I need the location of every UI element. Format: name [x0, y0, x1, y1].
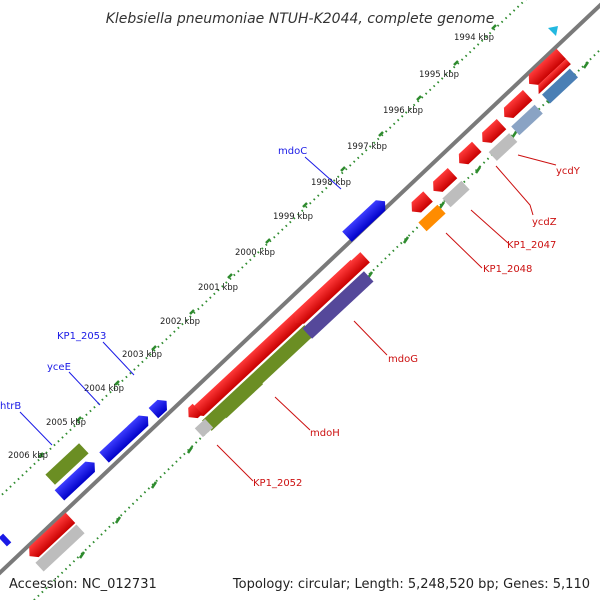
cds-steel-ycdY[interactable] [542, 68, 578, 104]
gene-mdoC[interactable] [342, 196, 390, 242]
gene-red-c[interactable] [454, 141, 482, 169]
gene-label-KP1_2048[interactable]: KP1_2048 [483, 264, 532, 275]
scale-label: 2005 kbp [46, 418, 86, 428]
scale-label: 1998 kbp [311, 178, 351, 188]
gene-label-htrB[interactable]: htrB [0, 401, 21, 412]
gene-label-ycdZ[interactable]: ycdZ [532, 217, 557, 228]
scale-label: 2002 kbp [160, 317, 200, 327]
gene-label-yceE[interactable]: yceE [47, 362, 71, 373]
scale-label: 1999 kbp [273, 212, 313, 222]
forward-leader-lines [19, 156, 342, 446]
cds-green-small[interactable] [45, 443, 89, 485]
map-title: Klebsiella pneumoniae NTUH-K2044, comple… [106, 11, 495, 27]
gene-red-small[interactable] [184, 403, 203, 422]
scale-label: 2000 kbp [235, 248, 275, 258]
genome-summary-text: Topology: circular; Length: 5,248,520 bp… [232, 577, 590, 592]
cds-gray-a[interactable] [488, 133, 518, 161]
scale-label: 2003 kbp [122, 350, 162, 360]
gene-label-KP1_2047[interactable]: KP1_2047 [507, 240, 556, 251]
inner-dotted-track [32, 48, 600, 600]
cds-gray-bottom[interactable] [35, 524, 85, 572]
outer-track-ticks [38, 24, 497, 458]
gene-label-mdoC[interactable]: mdoC [278, 146, 307, 157]
scale-label: 2004 kbp [84, 384, 124, 394]
cds-gray-b[interactable] [442, 180, 470, 208]
gene-red-e[interactable] [407, 191, 433, 216]
reverse-leader-lines [216, 154, 557, 482]
gene-htrB[interactable] [54, 458, 100, 501]
cyan-marker-icon [548, 26, 558, 36]
scale-labels: 1994 kbp 1995 kbp 1996 kbp 1997 kbp 1998… [8, 33, 494, 461]
gene-label-KP1_2053[interactable]: KP1_2053 [57, 331, 106, 342]
accession-text: Accession: NC_012731 [9, 577, 157, 592]
scale-label: 2001 kbp [198, 283, 238, 293]
cds-purple-mdoG[interactable] [302, 271, 374, 339]
cds-green-mdoH-body[interactable] [202, 325, 314, 431]
gene-mdoG-upper[interactable] [290, 252, 370, 328]
scale-label: 1997 kbp [347, 142, 387, 152]
gene-red-d[interactable] [429, 168, 458, 196]
scale-label: 1996 kbp [383, 106, 423, 116]
gene-red-bottom[interactable] [25, 512, 76, 561]
gene-label-KP1_2052[interactable]: KP1_2052 [253, 478, 302, 489]
gene-red-a[interactable] [500, 89, 533, 122]
reverse-strand-genes [25, 48, 578, 572]
gene-yceE[interactable] [148, 396, 172, 419]
forward-strand-genes [0, 196, 390, 547]
gene-ycdY-upper[interactable] [524, 48, 571, 95]
gene-label-mdoH[interactable]: mdoH [310, 428, 340, 439]
cds-orange-KP1_2048[interactable] [418, 204, 446, 232]
gene-red-b[interactable] [478, 119, 507, 147]
gene-label-mdoG[interactable]: mdoG [388, 354, 418, 365]
genome-backbone [0, 2, 600, 576]
cds-steel-ycdZ[interactable] [511, 104, 543, 136]
gene-edge-left[interactable] [0, 533, 12, 547]
cds-gray-KP1_2052[interactable] [194, 418, 214, 438]
scale-label: 2006 kbp [8, 451, 48, 461]
scale-label: 1995 kbp [419, 70, 459, 80]
gene-label-ycdY[interactable]: ycdY [556, 166, 581, 177]
gene-KP1_2053[interactable] [99, 411, 152, 463]
scale-label: 1994 kbp [454, 33, 494, 43]
